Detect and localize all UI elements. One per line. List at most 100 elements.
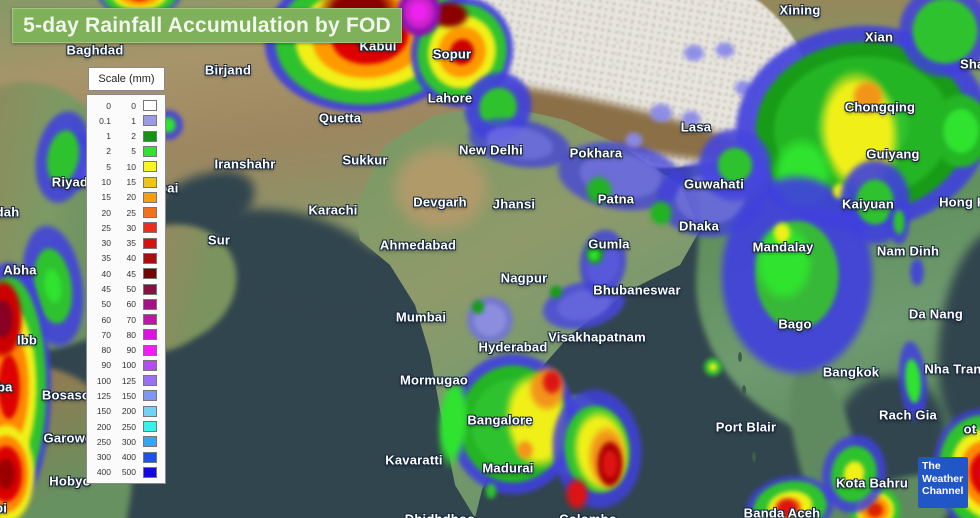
city-label-bangkok: Bangkok xyxy=(822,364,880,380)
city-label-sopur: Sopur xyxy=(432,46,472,62)
legend-color-swatch xyxy=(143,421,157,433)
city-label-nairobi: Nairobi xyxy=(0,500,8,516)
legend-row: 30 35 xyxy=(91,236,161,251)
city-label-madurai: Madurai xyxy=(482,460,534,476)
legend-color-swatch xyxy=(143,191,157,203)
legend-row: 35 40 xyxy=(91,251,161,266)
legend-row: 15 20 xyxy=(91,190,161,205)
city-label-kavaratti: Kavaratti xyxy=(385,452,443,468)
city-label-ot: ot xyxy=(963,421,977,437)
legend-color-swatch xyxy=(143,100,157,112)
city-label-dhaka: Dhaka xyxy=(678,218,720,234)
city-label-new-delhi: New Delhi xyxy=(459,142,523,158)
city-label-kaiyuan: Kaiyuan xyxy=(842,196,894,212)
city-label-rach-gia: Rach Gia xyxy=(879,407,937,423)
legend-value-to: 1 xyxy=(131,115,136,126)
legend-row: 0.1 1 xyxy=(91,113,161,128)
legend-value-from: 80 xyxy=(101,345,111,356)
city-label-birjand: Birjand xyxy=(204,62,252,78)
city-label-garowe: Garowe xyxy=(43,430,93,446)
city-label-shanghai: Shanghai xyxy=(959,56,980,72)
legend-color-swatch xyxy=(143,298,157,310)
city-label-bhubaneswar: Bhubaneswar xyxy=(593,282,681,298)
legend-row: 70 80 xyxy=(91,327,161,342)
city-label-guiyang: Guiyang xyxy=(866,146,920,162)
legend-color-swatch xyxy=(143,314,157,326)
legend-color-swatch xyxy=(143,451,157,463)
legend-header-label: Scale (mm) xyxy=(98,73,155,85)
logo-line-2: Weather xyxy=(922,472,964,485)
legend-row: 100 125 xyxy=(91,373,161,388)
legend-value-to: 0 xyxy=(131,100,136,111)
legend-row: 5 10 xyxy=(91,159,161,174)
rain-aceh-red xyxy=(766,490,808,518)
legend-value-to: 125 xyxy=(121,375,136,386)
legend-value-to: 200 xyxy=(121,406,136,417)
city-label-nagpur: Nagpur xyxy=(500,270,548,286)
city-label-kota-bahru: Kota Bahru xyxy=(835,475,909,491)
legend-row: 90 100 xyxy=(91,358,161,373)
city-label-xining: Xining xyxy=(779,2,821,18)
legend-color-swatch xyxy=(143,145,157,157)
legend-value-from: 45 xyxy=(101,284,111,295)
legend-row: 400 500 xyxy=(91,465,161,480)
city-label-bangalore: Bangalore xyxy=(467,412,533,428)
city-label-ibb: Ibb xyxy=(16,332,38,348)
legend-row: 60 70 xyxy=(91,312,161,327)
rain-vietnam-2 xyxy=(884,190,914,254)
legend-row: 150 200 xyxy=(91,404,161,419)
city-label-jhansi: Jhansi xyxy=(492,196,536,212)
legend-row: 300 400 xyxy=(91,449,161,464)
city-label-colombo: Colombo xyxy=(559,512,617,518)
rain-china-right-green xyxy=(922,82,980,180)
legend-value-from: 125 xyxy=(96,390,111,401)
legend-value-from: 20 xyxy=(101,207,111,218)
rain-gumla-bright xyxy=(586,246,602,264)
legend-row: 200 250 xyxy=(91,419,161,434)
legend-color-swatch xyxy=(143,329,157,341)
legend-color-swatch xyxy=(143,237,157,249)
andaman-island xyxy=(742,385,746,395)
city-label-iranshahr: Iranshahr xyxy=(214,156,276,172)
legend-value-to: 70 xyxy=(126,314,136,325)
city-label-sukkur: Sukkur xyxy=(342,152,388,168)
city-label-banda-aceh: Banda Aceh xyxy=(743,505,821,518)
legend-value-from: 50 xyxy=(101,299,111,310)
rain-tibet-dot-3 xyxy=(643,98,679,128)
legend-value-to: 150 xyxy=(121,390,136,401)
legend-color-swatch xyxy=(143,283,157,295)
rain-lanka-red xyxy=(591,430,629,498)
rain-india-purple-1-green xyxy=(468,296,488,318)
legend-color-swatch xyxy=(143,405,157,417)
logo-line-1: The xyxy=(922,460,941,472)
legend-row: 10 15 xyxy=(91,174,161,189)
city-label-devgarh: Devgarh xyxy=(413,194,467,210)
legend-value-from: 1 xyxy=(106,131,111,142)
legend-value-from: 30 xyxy=(101,238,111,249)
legend-value-to: 15 xyxy=(126,177,136,188)
legend-color-swatch xyxy=(143,252,157,264)
city-label-mumbai: Mumbai xyxy=(395,309,447,325)
rain-maldives-dot xyxy=(482,478,500,504)
legend-row: 45 50 xyxy=(91,281,161,296)
city-label-jeddah: Jeddah xyxy=(0,204,20,220)
legend-value-from: 70 xyxy=(101,329,111,340)
legend-value-to: 300 xyxy=(121,436,136,447)
city-label-xian: Xian xyxy=(864,29,894,45)
legend-color-swatch xyxy=(143,268,157,280)
legend-value-from: 200 xyxy=(96,421,111,432)
city-label-riyadh: Riyadh xyxy=(51,174,97,190)
legend-color-swatch xyxy=(143,390,157,402)
rain-pokhara-green xyxy=(578,168,620,212)
city-label-pokhara: Pokhara xyxy=(569,145,623,161)
legend-value-to: 250 xyxy=(121,421,136,432)
legend-value-from: 150 xyxy=(96,406,111,417)
legend-color-swatch xyxy=(143,176,157,188)
city-label-bosaso: Bosaso xyxy=(41,387,91,403)
legend-value-from: 10 xyxy=(101,177,111,188)
